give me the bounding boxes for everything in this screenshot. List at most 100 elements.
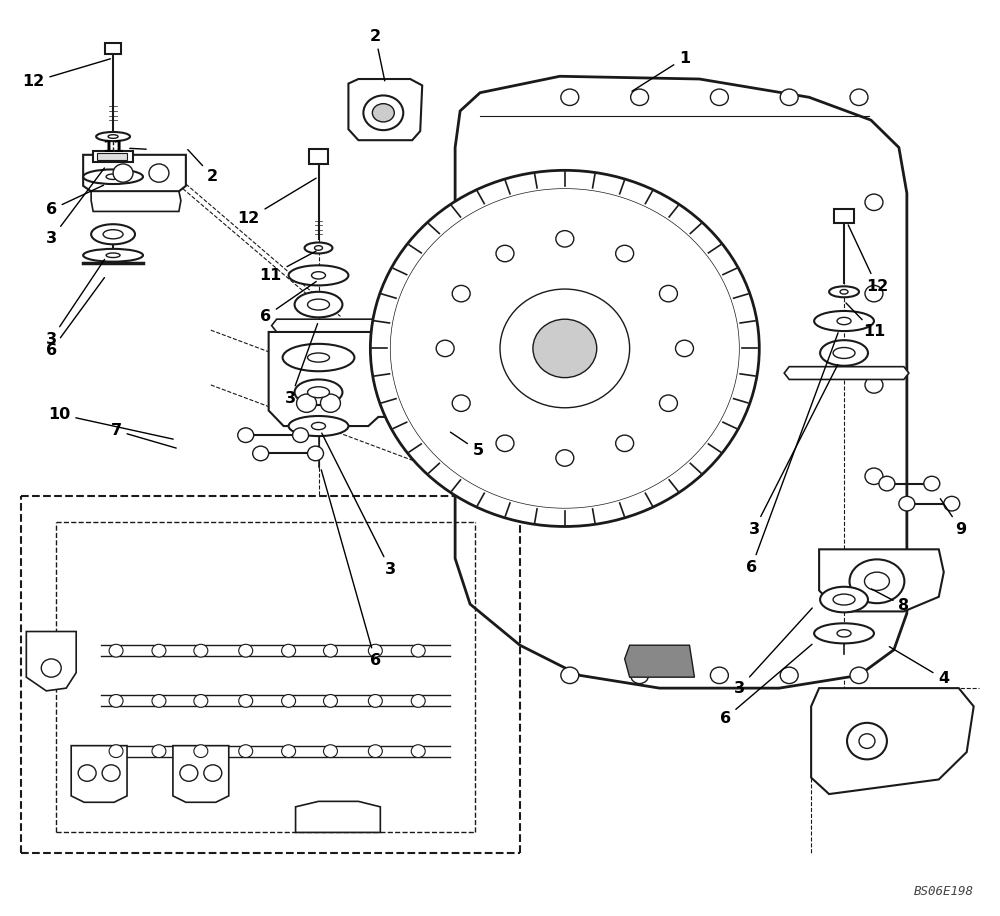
Circle shape: [944, 496, 960, 511]
Text: 11: 11: [102, 140, 146, 155]
Polygon shape: [173, 746, 229, 802]
Polygon shape: [784, 366, 909, 379]
Circle shape: [411, 745, 425, 758]
Ellipse shape: [814, 311, 874, 331]
Text: 3: 3: [285, 323, 318, 406]
Circle shape: [239, 644, 253, 657]
Ellipse shape: [289, 266, 348, 286]
Circle shape: [282, 644, 296, 657]
Circle shape: [282, 694, 296, 707]
Circle shape: [323, 745, 337, 758]
Ellipse shape: [820, 587, 868, 612]
Polygon shape: [455, 76, 907, 688]
Circle shape: [204, 765, 222, 781]
Circle shape: [239, 694, 253, 707]
Ellipse shape: [295, 292, 342, 317]
Circle shape: [253, 446, 269, 461]
Text: 3: 3: [46, 259, 105, 347]
Polygon shape: [811, 688, 974, 794]
Ellipse shape: [108, 135, 118, 138]
Circle shape: [102, 765, 120, 781]
Circle shape: [616, 435, 634, 452]
Polygon shape: [272, 319, 478, 332]
Polygon shape: [26, 631, 76, 691]
Ellipse shape: [840, 289, 848, 294]
Circle shape: [109, 694, 123, 707]
Ellipse shape: [106, 253, 120, 257]
FancyBboxPatch shape: [834, 209, 854, 224]
FancyBboxPatch shape: [105, 43, 121, 54]
Ellipse shape: [83, 249, 143, 262]
Circle shape: [850, 89, 868, 105]
Ellipse shape: [96, 132, 130, 141]
Circle shape: [368, 694, 382, 707]
Text: 1: 1: [632, 50, 690, 92]
Circle shape: [417, 213, 712, 484]
Text: 12: 12: [22, 59, 110, 89]
Circle shape: [152, 694, 166, 707]
Text: 6: 6: [720, 644, 812, 725]
Circle shape: [370, 170, 759, 527]
Circle shape: [368, 745, 382, 758]
Circle shape: [561, 89, 579, 105]
Circle shape: [152, 644, 166, 657]
Circle shape: [533, 319, 597, 377]
Polygon shape: [269, 332, 483, 426]
Circle shape: [282, 745, 296, 758]
Circle shape: [452, 286, 470, 302]
Text: 10: 10: [48, 407, 173, 439]
Circle shape: [859, 734, 875, 748]
Circle shape: [109, 745, 123, 758]
Circle shape: [293, 428, 309, 442]
Circle shape: [879, 476, 895, 491]
Polygon shape: [83, 155, 186, 191]
Text: 3: 3: [46, 168, 104, 246]
Text: 3: 3: [322, 433, 396, 577]
Circle shape: [180, 765, 198, 781]
Circle shape: [865, 286, 883, 302]
Text: 9: 9: [940, 498, 966, 537]
Text: 5: 5: [450, 432, 484, 458]
Text: 3: 3: [734, 608, 812, 695]
Ellipse shape: [850, 560, 904, 604]
Ellipse shape: [820, 340, 868, 365]
Text: 11: 11: [260, 251, 316, 283]
Ellipse shape: [372, 104, 394, 122]
Circle shape: [194, 694, 208, 707]
Circle shape: [109, 644, 123, 657]
Circle shape: [368, 644, 382, 657]
Ellipse shape: [864, 572, 889, 591]
Circle shape: [561, 667, 579, 683]
Circle shape: [411, 644, 425, 657]
Circle shape: [659, 286, 677, 302]
Text: 6: 6: [260, 281, 316, 324]
Polygon shape: [91, 191, 181, 212]
Circle shape: [616, 245, 634, 262]
Polygon shape: [819, 550, 944, 611]
Text: BS06E198: BS06E198: [914, 885, 974, 899]
Circle shape: [496, 245, 514, 262]
Ellipse shape: [283, 344, 354, 371]
Circle shape: [308, 446, 323, 461]
Circle shape: [152, 745, 166, 758]
Text: 8: 8: [871, 589, 909, 614]
FancyBboxPatch shape: [97, 153, 127, 160]
Text: 2: 2: [370, 28, 385, 81]
Circle shape: [780, 89, 798, 105]
Polygon shape: [455, 348, 520, 398]
FancyBboxPatch shape: [309, 149, 328, 164]
Ellipse shape: [295, 379, 342, 405]
Circle shape: [320, 394, 340, 412]
Circle shape: [676, 340, 693, 356]
Text: 6: 6: [46, 185, 104, 217]
Ellipse shape: [837, 629, 851, 637]
Text: 6: 6: [321, 470, 381, 669]
Circle shape: [865, 468, 883, 485]
Circle shape: [899, 496, 915, 511]
Ellipse shape: [308, 353, 329, 362]
Ellipse shape: [833, 594, 855, 605]
Ellipse shape: [103, 230, 123, 239]
Circle shape: [710, 89, 728, 105]
Circle shape: [149, 164, 169, 182]
Circle shape: [452, 395, 470, 411]
